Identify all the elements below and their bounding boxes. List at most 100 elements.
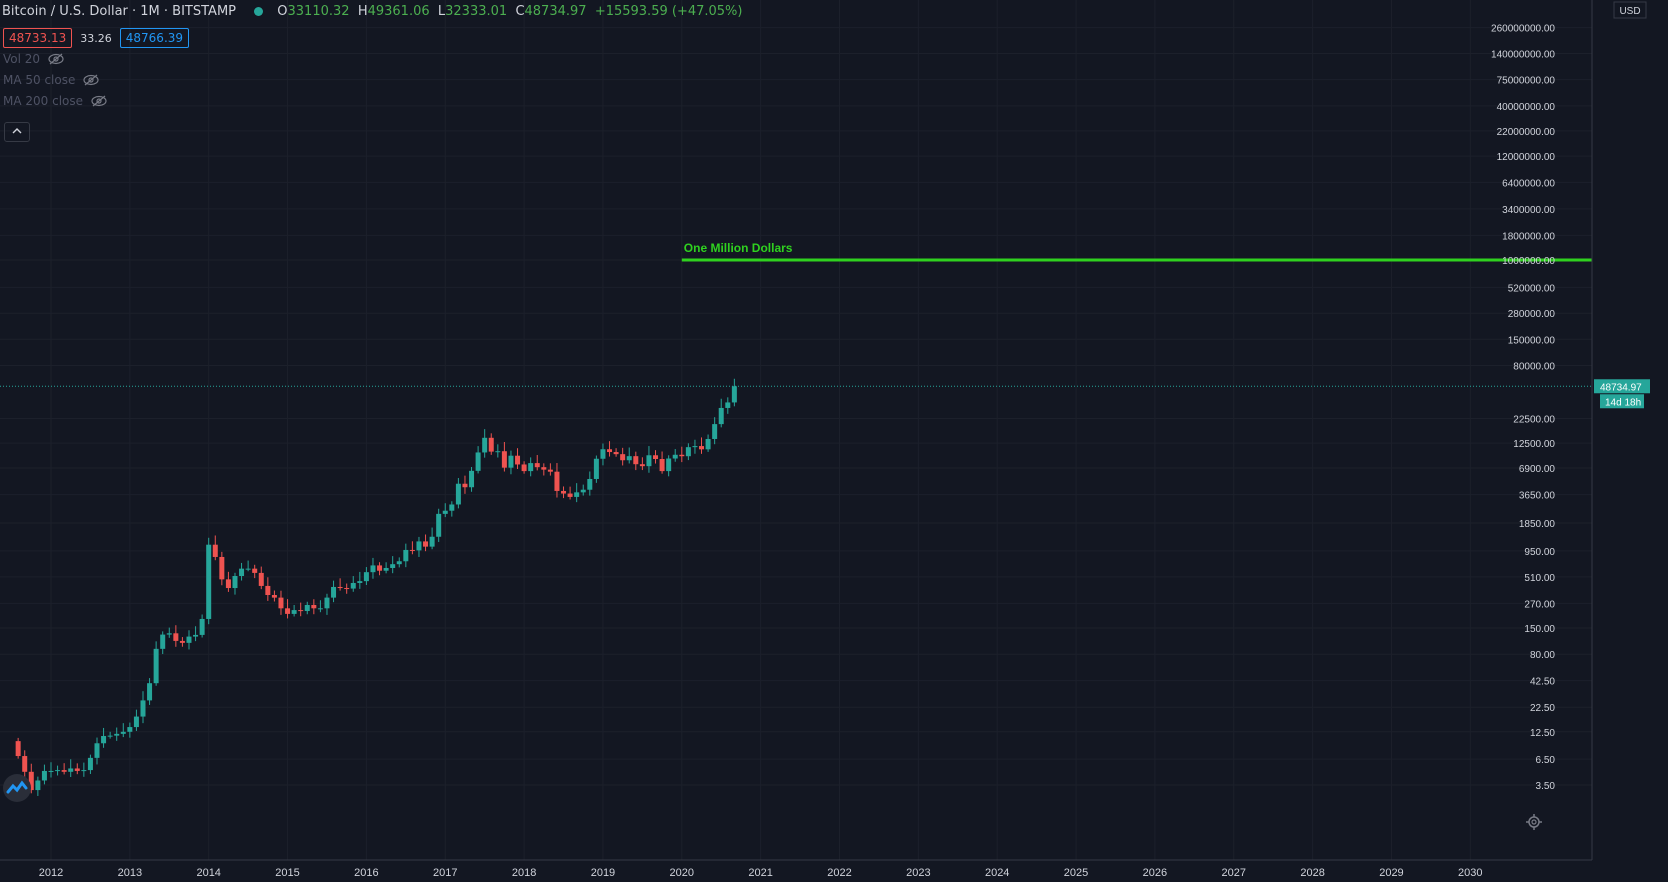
time-tick-label: 2024: [985, 867, 1009, 879]
candle: [193, 626, 199, 642]
candle: [87, 754, 93, 774]
indicator-vol-label: Vol 20: [3, 52, 41, 66]
candle: [679, 446, 685, 463]
candle: [377, 562, 383, 576]
candle: [35, 776, 41, 796]
candle: [344, 583, 350, 594]
spread-value: 33.26: [80, 31, 112, 45]
open-value: 33110.32: [287, 4, 350, 19]
candle: [212, 535, 218, 561]
time-tick-label: 2028: [1300, 867, 1324, 879]
price-axis[interactable]: 260000000.00 140000000.00 75000000.00 40000…: [1491, 24, 1555, 792]
eye-hidden-icon[interactable]: [48, 53, 64, 65]
price-tick-label: 510.00: [1524, 573, 1555, 584]
countdown-value: 14d 18h: [1605, 397, 1641, 408]
candle: [600, 443, 606, 466]
close-value: 48734.97: [524, 4, 587, 19]
indicator-ma50[interactable]: MA 50 close: [3, 73, 99, 87]
candle: [692, 439, 698, 454]
time-tick-label: 2015: [275, 867, 299, 879]
candle: [245, 560, 251, 572]
high-label: H: [357, 4, 368, 19]
candle: [298, 602, 304, 617]
candle: [107, 731, 113, 739]
close-label: C: [515, 4, 525, 19]
candle: [61, 763, 67, 775]
usd-label-box: [1613, 1, 1647, 19]
candle: [554, 463, 560, 498]
candle: [271, 590, 277, 602]
price-tick-label: 950.00: [1524, 547, 1555, 558]
candle: [475, 446, 481, 474]
time-tick-label: 2029: [1379, 867, 1403, 879]
candle: [685, 443, 691, 461]
symbol-legend[interactable]: Bitcoin / U.S. Dollar · 1M · BITSTAMP O3…: [2, 4, 742, 19]
candle: [160, 631, 166, 655]
candle: [495, 444, 501, 458]
price-tick-label: 270.00: [1524, 599, 1555, 610]
price-tick-label: 520000.00: [1508, 283, 1556, 294]
price-tick-label: 1000000.00: [1502, 256, 1555, 267]
indicator-ma50-label: MA 50 close: [3, 73, 76, 87]
gear-icon[interactable]: [1525, 813, 1543, 831]
price-tick-label: 1800000.00: [1502, 231, 1555, 242]
candle: [416, 536, 422, 557]
price-tick-label: 22500.00: [1513, 415, 1555, 426]
candle: [620, 447, 626, 466]
open-label: O: [277, 4, 288, 19]
candle: [501, 442, 507, 472]
candle: [436, 508, 442, 542]
candle: [28, 763, 34, 794]
time-axis[interactable]: 2012 2013 2014 2015 2016 2017 2018 2019 2020 2021…: [39, 867, 1483, 879]
indicator-vol[interactable]: Vol 20: [3, 52, 64, 66]
candle: [225, 571, 231, 592]
price-axis-bg[interactable]: [1592, 0, 1668, 860]
candle: [593, 455, 599, 483]
candles: [15, 378, 737, 796]
price-tick-label: 40000000.00: [1497, 102, 1556, 113]
collapse-legend-button[interactable]: [4, 122, 30, 142]
candle: [409, 541, 415, 555]
candle: [350, 576, 356, 592]
low-value: 32333.01: [445, 4, 508, 19]
candle: [633, 451, 639, 471]
candle: [712, 417, 718, 445]
candle: [48, 762, 54, 778]
candle: [574, 483, 580, 503]
buy-price-button[interactable]: 48766.39: [119, 28, 190, 48]
candle: [699, 437, 705, 454]
candle: [94, 737, 100, 765]
candle: [331, 580, 337, 603]
price-tick-label: 12000000.00: [1497, 152, 1556, 163]
time-tick-label: 2012: [39, 867, 63, 879]
candle: [363, 567, 369, 586]
time-tick-label: 2017: [433, 867, 457, 879]
candle: [396, 557, 402, 568]
price-tick-label: 3650.00: [1519, 491, 1556, 502]
eye-hidden-icon[interactable]: [83, 74, 99, 86]
time-tick-label: 2030: [1458, 867, 1482, 879]
time-tick-label: 2016: [354, 867, 378, 879]
sell-price-button[interactable]: 48733.13: [3, 28, 73, 48]
last-price-value: 48734.97: [1600, 382, 1642, 393]
eye-hidden-icon[interactable]: [91, 95, 107, 107]
price-tick-label: 3400000.00: [1502, 205, 1555, 216]
candle: [252, 564, 258, 579]
candle: [455, 478, 461, 509]
ohlc-values: O33110.32 H49361.06 L32333.01 C48734.97 …: [277, 4, 742, 19]
candle: [442, 503, 448, 518]
symbol-title[interactable]: Bitcoin / U.S. Dollar · 1M · BITSTAMP: [2, 4, 236, 19]
candle: [383, 562, 389, 574]
candle: [239, 562, 245, 581]
candle: [469, 466, 475, 492]
chevron-up-icon: [12, 128, 22, 134]
tradingview-logo[interactable]: [3, 774, 31, 802]
candle: [666, 455, 672, 477]
candle: [515, 448, 521, 470]
candle: [166, 627, 172, 638]
indicator-ma200[interactable]: MA 200 close: [3, 94, 107, 108]
usd-label: USD: [1619, 6, 1640, 17]
candle: [567, 486, 573, 500]
candle: [68, 759, 74, 778]
